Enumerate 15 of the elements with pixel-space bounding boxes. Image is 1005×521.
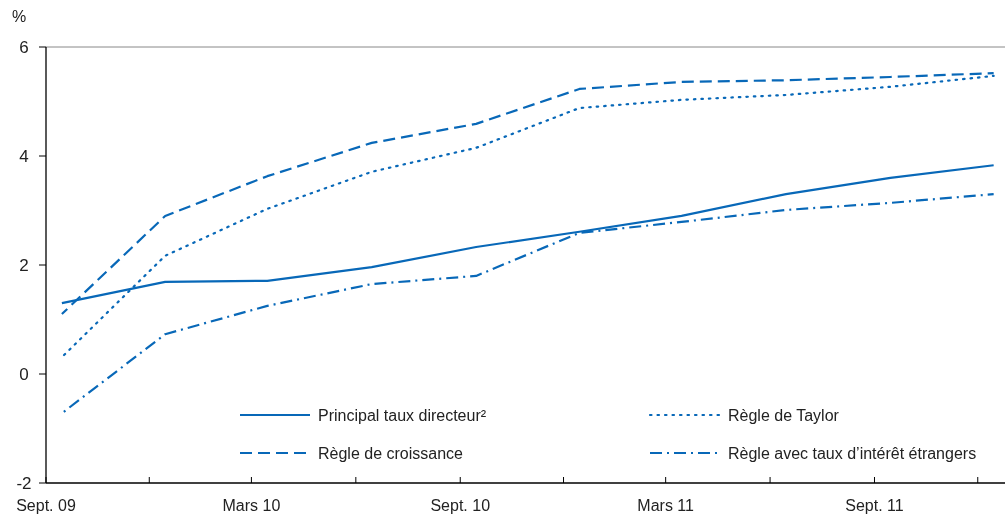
x-tick-label: Sept. 09 bbox=[16, 497, 76, 514]
x-tick-label: Sept. 10 bbox=[430, 497, 491, 514]
y-tick-label: 0 bbox=[19, 364, 29, 384]
legend-label: Règle de Taylor bbox=[728, 406, 840, 424]
x-tick-label: Sept. 11 bbox=[845, 497, 904, 514]
y-axis-title: % bbox=[11, 8, 27, 25]
y-tick-label: -2 bbox=[16, 473, 32, 493]
y-tick-label: 2 bbox=[19, 255, 29, 275]
y-tick-label: 6 bbox=[19, 37, 29, 57]
x-tick-label: Mars 10 bbox=[222, 497, 281, 514]
y-tick-label: 4 bbox=[19, 146, 29, 166]
legend-label: Principal taux directeur² bbox=[318, 406, 487, 424]
legend-label: Règle avec taux d’intérêt étrangers bbox=[728, 444, 977, 462]
x-tick-label: Mars 11 bbox=[637, 497, 695, 514]
legend-label: Règle de croissance bbox=[318, 444, 464, 462]
